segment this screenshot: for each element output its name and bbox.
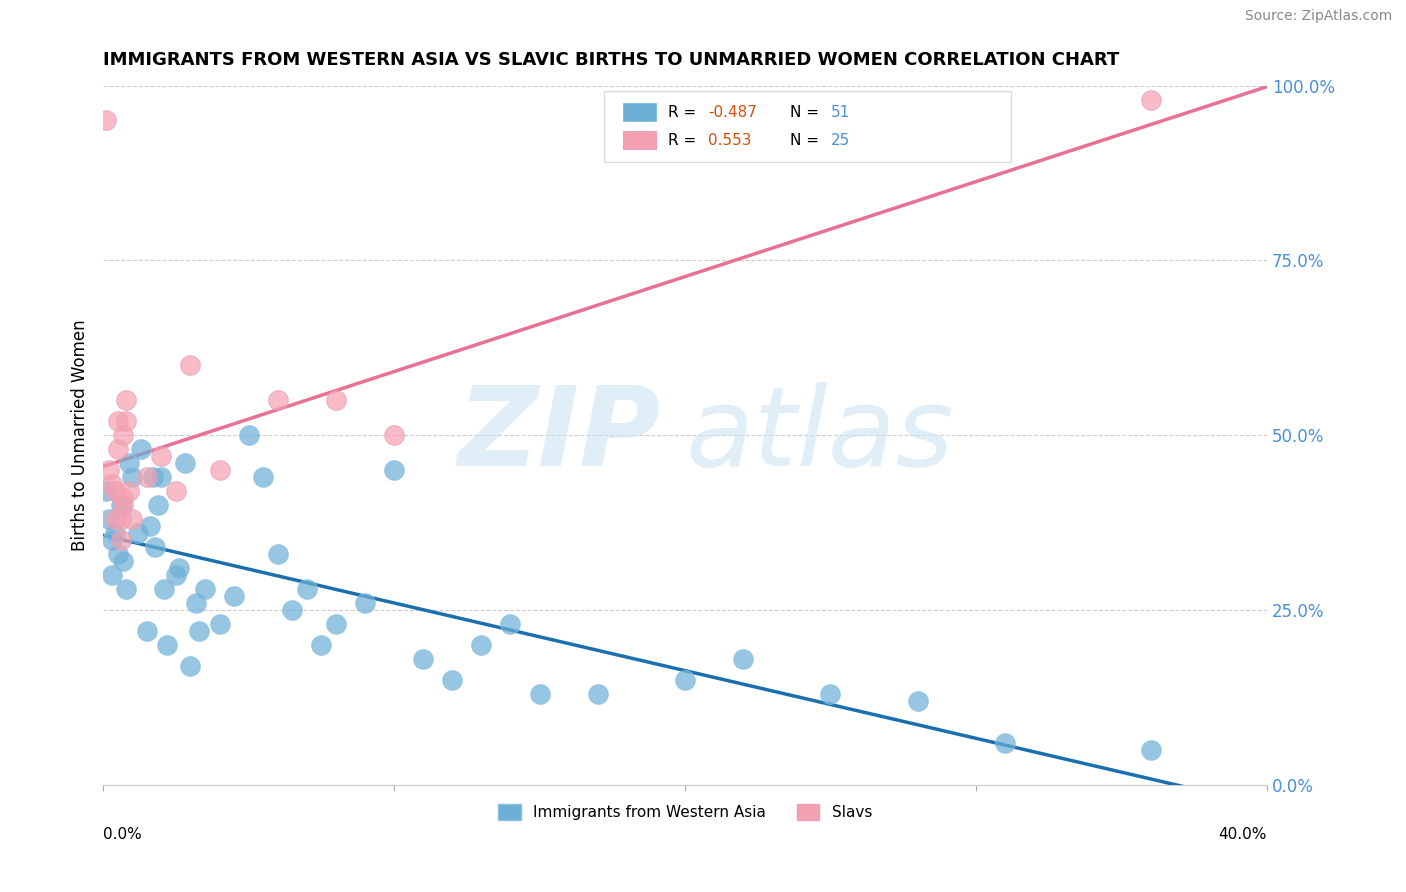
Point <box>311 638 333 652</box>
Point <box>94 113 117 128</box>
Point <box>1139 93 1161 107</box>
Text: N =: N = <box>790 104 824 120</box>
Point <box>107 442 129 457</box>
Text: atlas: atlas <box>685 382 953 489</box>
Text: N =: N = <box>790 133 824 147</box>
Point <box>173 456 195 470</box>
Point <box>107 414 129 428</box>
Point <box>499 617 522 632</box>
Point <box>382 463 405 477</box>
Point <box>673 673 696 688</box>
Point <box>267 393 290 408</box>
Y-axis label: Births to Unmarried Women: Births to Unmarried Women <box>72 319 89 551</box>
Point <box>121 512 143 526</box>
Point <box>208 463 231 477</box>
Legend: Immigrants from Western Asia, Slavs: Immigrants from Western Asia, Slavs <box>492 798 879 827</box>
Point <box>382 428 405 442</box>
Point <box>135 624 157 639</box>
Point <box>165 568 187 582</box>
Text: 0.553: 0.553 <box>709 133 752 147</box>
Point <box>354 596 377 610</box>
Point <box>110 533 132 548</box>
Point <box>153 582 176 597</box>
Point <box>129 442 152 457</box>
Point <box>104 484 127 499</box>
Point <box>112 554 135 568</box>
Point <box>325 393 347 408</box>
Point <box>138 519 160 533</box>
Point <box>145 541 167 555</box>
Point <box>150 450 173 464</box>
Point <box>121 470 143 484</box>
Point <box>994 736 1017 750</box>
Point <box>101 533 124 548</box>
Point <box>238 428 260 442</box>
Point <box>104 526 127 541</box>
Point <box>115 414 138 428</box>
Point <box>165 484 187 499</box>
Point <box>118 484 141 499</box>
Point <box>156 638 179 652</box>
Point <box>441 673 464 688</box>
Point <box>208 617 231 632</box>
Point <box>112 428 135 442</box>
Point <box>267 547 290 561</box>
Point <box>295 582 318 597</box>
Point <box>1139 743 1161 757</box>
Point <box>820 687 842 701</box>
FancyBboxPatch shape <box>603 91 1011 162</box>
Text: R =: R = <box>668 133 700 147</box>
Bar <box>623 131 657 149</box>
Text: -0.487: -0.487 <box>709 104 758 120</box>
Point <box>104 512 127 526</box>
Point <box>110 498 132 512</box>
Point <box>186 596 208 610</box>
Point <box>150 470 173 484</box>
Point <box>179 359 201 373</box>
Point <box>135 470 157 484</box>
Point <box>118 456 141 470</box>
Text: 25: 25 <box>831 133 849 147</box>
Point <box>188 624 211 639</box>
Text: 40.0%: 40.0% <box>1219 827 1267 842</box>
Text: Source: ZipAtlas.com: Source: ZipAtlas.com <box>1244 9 1392 23</box>
Point <box>115 582 138 597</box>
Point <box>907 694 929 708</box>
Point <box>112 498 135 512</box>
Point <box>112 491 135 506</box>
Point <box>97 512 120 526</box>
Point <box>107 547 129 561</box>
Point <box>101 568 124 582</box>
Bar <box>623 103 657 121</box>
Point <box>115 393 138 408</box>
Text: IMMIGRANTS FROM WESTERN ASIA VS SLAVIC BIRTHS TO UNMARRIED WOMEN CORRELATION CHA: IMMIGRANTS FROM WESTERN ASIA VS SLAVIC B… <box>103 51 1119 69</box>
Point <box>110 512 132 526</box>
Text: 0.0%: 0.0% <box>103 827 142 842</box>
Point <box>222 589 245 603</box>
Point <box>252 470 274 484</box>
Point <box>194 582 217 597</box>
Point <box>733 652 755 666</box>
Point <box>529 687 551 701</box>
Point <box>97 463 120 477</box>
Point <box>412 652 434 666</box>
Point <box>127 526 149 541</box>
Point <box>281 603 304 617</box>
Point <box>101 477 124 491</box>
Point <box>167 561 190 575</box>
Point <box>325 617 347 632</box>
Point <box>586 687 609 701</box>
Point <box>470 638 492 652</box>
Point <box>94 484 117 499</box>
Text: R =: R = <box>668 104 700 120</box>
Text: 51: 51 <box>831 104 849 120</box>
Point <box>148 498 170 512</box>
Point <box>179 659 201 673</box>
Point <box>142 470 165 484</box>
Text: ZIP: ZIP <box>458 382 662 489</box>
